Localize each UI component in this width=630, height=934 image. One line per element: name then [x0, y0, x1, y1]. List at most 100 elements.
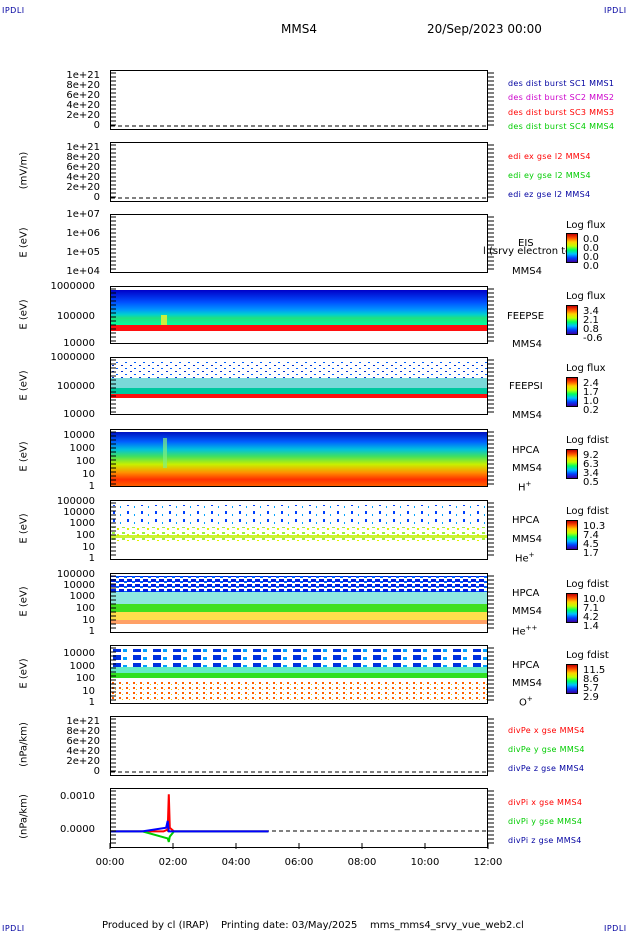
- cb-value: 0.0: [583, 243, 599, 254]
- hpca-o-high: [111, 649, 487, 667]
- legend-divpe-z: divPe z gse MMS4: [508, 764, 585, 773]
- panel-eis: [110, 214, 488, 273]
- ytick: 1000: [69, 443, 95, 454]
- hpca-he2-yellow: [111, 612, 487, 620]
- cb-title-hpca-o: Log fdist: [566, 650, 609, 661]
- feepse-red-band: [111, 325, 487, 331]
- inst-eis: EIS: [518, 238, 534, 249]
- ytick: 6e+20: [66, 162, 100, 173]
- panel-feepsi: [110, 357, 488, 415]
- hpca-he-high: [111, 505, 487, 527]
- species-name: O: [519, 697, 527, 709]
- panel-hpca-he: [110, 500, 488, 560]
- ytick: 6e+20: [66, 90, 100, 101]
- cb-title-eis: Log flux: [566, 220, 606, 231]
- ytick: 0: [93, 120, 100, 131]
- ytick: 100000: [56, 569, 95, 580]
- ytick: 1e+07: [66, 209, 100, 220]
- inst-hpca-o-sc: MMS4: [512, 678, 542, 689]
- colorbar-hpca-he2: [566, 593, 578, 623]
- panel-hpca-h: [110, 429, 488, 487]
- spacecraft-title: MMS4: [281, 22, 317, 36]
- hpca-h-spectrogram: [111, 432, 487, 486]
- panel-feepse: [110, 286, 488, 344]
- inst-feepse: FEEPSE: [507, 311, 545, 322]
- cb-value: 7.1: [583, 603, 599, 614]
- corner-label-br: IPDLI: [604, 924, 627, 933]
- species-charge: +: [525, 480, 532, 488]
- hpca-he2-cyan: [111, 592, 487, 604]
- ytick: 1: [88, 697, 95, 708]
- ytick: 100: [75, 456, 95, 467]
- ytick: 100: [75, 530, 95, 541]
- panel-des-dist-plot: [111, 125, 487, 127]
- cb-value: 2.9: [583, 692, 599, 703]
- cb-title-hpca-he2: Log fdist: [566, 579, 609, 590]
- ytick: 10: [82, 615, 95, 626]
- ytick: 10: [82, 686, 95, 697]
- inst-hpca-h: HPCA: [512, 445, 540, 456]
- hpca-he2-green: [111, 604, 487, 612]
- ytick: 10000: [63, 507, 95, 518]
- ytick: 8e+20: [66, 152, 100, 163]
- legend-des-sc3: des dist burst SC3 MMS3: [508, 108, 615, 117]
- inst-hpca-h-sc: MMS4: [512, 463, 542, 474]
- legend-des-sc4: des dist burst SC4 MMS4: [508, 122, 615, 131]
- corner-label-tl: IPDLI: [2, 6, 25, 15]
- species-charge: +: [528, 551, 535, 559]
- cb-value: 3.4: [583, 306, 599, 317]
- corner-label-bl: IPDLI: [2, 924, 25, 933]
- ytick: 1: [88, 481, 95, 492]
- feepse-spectrogram: [111, 290, 487, 331]
- ytick: 1e+21: [66, 142, 100, 153]
- species-charge: +: [526, 695, 533, 703]
- inst-hpca-he-sc: MMS4: [512, 534, 542, 545]
- legend-divpe-y: divPe y gse MMS4: [508, 745, 585, 754]
- feepsi-spectrogram: [111, 360, 487, 398]
- inst-hpca-he2-sc: MMS4: [512, 606, 542, 617]
- cb-value: 0.0: [583, 252, 599, 263]
- hpca-he-spectrogram: [111, 505, 487, 541]
- ytick: 1e+21: [66, 70, 100, 81]
- panel-divpe-plot: [111, 771, 487, 773]
- colorbar-feepsi: [566, 377, 578, 407]
- corner-label-tr: IPDLI: [604, 6, 627, 15]
- hpca-o-spectrogram: [111, 649, 487, 702]
- inst-hpca-he: HPCA: [512, 515, 540, 526]
- hpca-he2-spectrogram: [111, 576, 487, 624]
- cb-value: 0.2: [583, 405, 599, 416]
- footer-printed: Printing date: 03/May/2025: [221, 920, 358, 931]
- ytick: 4e+20: [66, 100, 100, 111]
- ytick: 6e+20: [66, 736, 100, 747]
- species-he2: He++: [512, 624, 537, 637]
- species-charge: ++: [525, 624, 538, 632]
- cb-value: 11.5: [583, 665, 606, 676]
- ytick: 1000: [69, 518, 95, 529]
- feepsi-mid: [111, 378, 487, 388]
- xtick: 10:00: [410, 857, 440, 868]
- inst-eis-sc: MMS4: [512, 266, 542, 277]
- ytick: 1000000: [50, 281, 95, 292]
- p3-ylabel: E (eV): [18, 227, 30, 258]
- cb-value: 0.0: [583, 261, 599, 272]
- colorbar-eis: [566, 233, 578, 263]
- cb-value: 0.0: [583, 234, 599, 245]
- colorbar-hpca-h: [566, 449, 578, 479]
- ytick: 1000: [69, 661, 95, 672]
- species-name: He: [515, 553, 529, 565]
- cb-value: 1.7: [583, 548, 599, 559]
- tick-marks: [109, 72, 494, 849]
- ytick: 0.0000: [60, 824, 95, 835]
- cb-value: 7.4: [583, 530, 599, 541]
- feepsi-sparse: [111, 360, 487, 378]
- cb-value: 4.2: [583, 612, 599, 623]
- footer-file: mms_mms4_srvy_vue_web2.cl: [370, 920, 524, 931]
- colorbar-hpca-he: [566, 520, 578, 550]
- panel-divpe: [110, 716, 488, 776]
- species-name: H: [518, 482, 526, 494]
- colorbar-hpca-o: [566, 664, 578, 694]
- xtick: 00:00: [95, 857, 125, 868]
- hpca-he2-orange: [111, 620, 487, 624]
- ytick: 1000000: [50, 352, 95, 363]
- legend-divpe-x: divPe x gse MMS4: [508, 726, 585, 735]
